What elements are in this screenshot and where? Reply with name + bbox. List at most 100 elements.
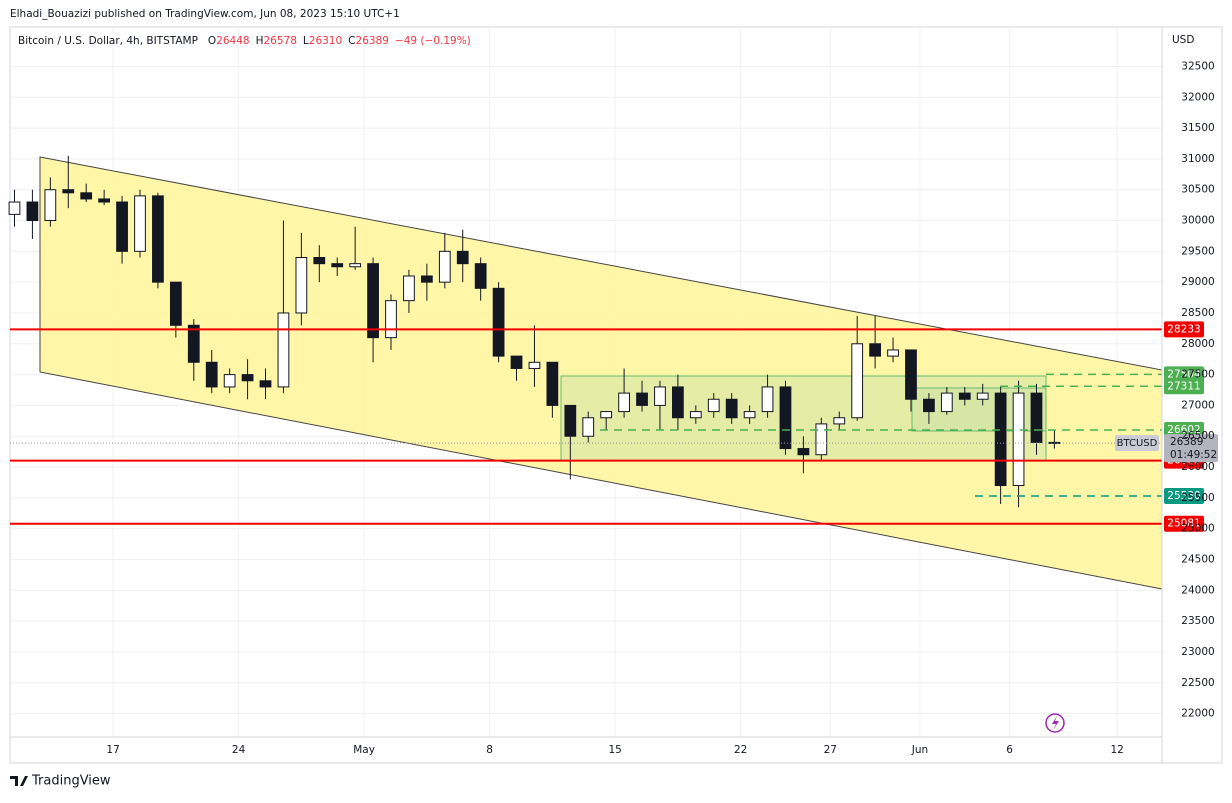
candle-body <box>833 417 846 425</box>
level-label: 27504 <box>1167 368 1201 380</box>
y-tick-label: 28000 <box>1181 338 1214 350</box>
candle-body <box>1030 392 1043 443</box>
candle-body <box>331 263 344 268</box>
candle-body <box>887 349 899 357</box>
y-tick-label: 24500 <box>1181 554 1214 566</box>
candle-body <box>295 257 308 314</box>
y-tick-label: 30000 <box>1181 215 1214 227</box>
candle-body <box>546 361 559 406</box>
candle-body <box>474 263 487 289</box>
candle-body <box>761 386 774 413</box>
candle-body <box>689 411 702 419</box>
brand-name: TradingView <box>31 774 111 789</box>
y-tick-label: 31500 <box>1181 122 1214 134</box>
candle-body <box>779 386 792 450</box>
candle-body <box>923 398 935 413</box>
level-label: 26602 <box>1167 424 1200 436</box>
y-tick-label: 22500 <box>1181 677 1214 689</box>
candle-body <box>187 324 200 363</box>
y-tick-label: 30500 <box>1181 184 1214 196</box>
candle-body <box>259 380 272 388</box>
candle-body <box>169 281 182 326</box>
ohlc-value: 26389 <box>356 35 389 47</box>
y-tick-label: 23500 <box>1181 615 1214 627</box>
y-tick-label: 24000 <box>1181 584 1214 596</box>
level-tag <box>1164 515 1204 532</box>
ticker-tag <box>1115 435 1159 452</box>
candle-body <box>134 195 146 252</box>
candle-body <box>313 257 326 265</box>
level-label: 25530 <box>1167 490 1200 502</box>
ticker: BTCUSD <box>1117 438 1158 449</box>
candle-body <box>492 287 505 357</box>
x-tick-label: 12 <box>1110 744 1123 756</box>
level-tag <box>1164 488 1204 505</box>
candle-body <box>456 250 469 265</box>
y-tick-label: 29500 <box>1181 245 1214 257</box>
levels: 28233275042731126602261052553025081BTCUS… <box>10 321 1218 532</box>
candle-body <box>905 349 917 400</box>
candle-body <box>223 374 236 388</box>
x-tick-label: Jun <box>911 744 928 756</box>
change: −49 (−0.19%) <box>395 35 471 47</box>
candle-body <box>205 361 218 388</box>
publisher: Elhadi_Bouazizi published on TradingView… <box>10 8 400 20</box>
price-tag <box>1164 434 1218 463</box>
candle-body <box>528 361 541 369</box>
y-tick-label: 32000 <box>1181 91 1214 103</box>
candle-body <box>510 355 523 369</box>
candle-body <box>994 392 1007 487</box>
level-label: 25081 <box>1167 518 1200 530</box>
candle-body <box>8 201 21 215</box>
x-tick-label: 15 <box>608 744 621 756</box>
candle-body <box>80 192 93 200</box>
bolt <box>1052 716 1059 730</box>
x-tick-label: 27 <box>824 744 837 756</box>
y-tick-label: 26000 <box>1181 461 1214 473</box>
level-tag <box>1164 321 1204 338</box>
y-tick-label: 29000 <box>1181 276 1214 288</box>
candle-body <box>152 195 164 283</box>
candle-body <box>618 392 630 413</box>
candle-body <box>241 374 254 382</box>
symbol: Bitcoin / U.S. Dollar, 4h, BITSTAMP <box>18 35 198 47</box>
y-tick-label: 32500 <box>1181 60 1214 72</box>
candle-body <box>26 201 39 222</box>
candle-body <box>725 398 738 419</box>
ohlc-label: L <box>303 35 309 47</box>
candle-body <box>98 198 111 203</box>
y-tick-label: 23000 <box>1181 646 1214 658</box>
candle-body <box>797 448 810 456</box>
x-tick-label: 6 <box>1006 744 1013 756</box>
ohlc-value: 26448 <box>216 35 249 47</box>
candle-body <box>438 250 451 283</box>
x-tick-label: 17 <box>106 744 119 756</box>
candle-body <box>672 386 684 419</box>
countdown: 01:49:52 <box>1170 449 1217 461</box>
ohlc-label: O <box>208 35 216 47</box>
candle-body <box>654 386 666 406</box>
candle-body <box>564 404 577 437</box>
ohlc-value: 26578 <box>264 35 297 47</box>
candle-body <box>958 392 971 400</box>
candle-body <box>116 201 128 252</box>
candle-body <box>1012 392 1025 487</box>
candle-body <box>385 300 397 339</box>
ohlc-label: C <box>348 35 355 47</box>
candle-body <box>420 275 433 283</box>
candle-body <box>367 263 379 339</box>
y-tick-label: 22000 <box>1181 708 1214 720</box>
y-tick-label: 28500 <box>1181 307 1214 319</box>
x-tick-label: 24 <box>232 744 246 756</box>
candle-body <box>62 189 75 194</box>
ohlc-value: 26310 <box>309 35 342 47</box>
y-tick-label: 25500 <box>1181 492 1214 504</box>
last-price: 26389 <box>1170 436 1203 448</box>
replay-icon[interactable] <box>1045 713 1065 733</box>
candles <box>8 155 1061 508</box>
x-tick-label: May <box>353 744 375 756</box>
level-tag <box>1164 421 1204 438</box>
candle-body <box>869 343 881 357</box>
